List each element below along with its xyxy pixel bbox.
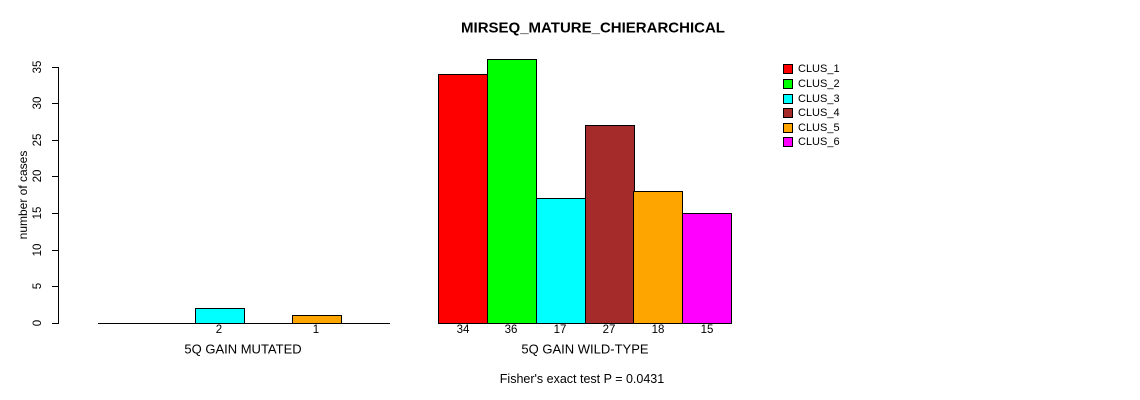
y-axis-line [58,67,59,324]
legend-swatch-clus_4 [783,108,793,118]
y-axis-tick [52,140,58,141]
bar-value-label: 17 [553,324,567,336]
y-axis-label: number of cases [16,150,30,240]
bar-clus_5 [633,191,683,324]
y-axis-tick [52,67,58,68]
y-axis-tick [52,103,58,104]
group-label: 5Q GAIN WILD-TYPE [521,341,649,356]
bar-clus_4 [585,125,635,324]
legend-label: CLUS_3 [798,93,840,105]
bar-value-label: 27 [602,324,616,336]
legend-swatch-clus_3 [783,94,793,104]
bar-value-label: 2 [215,324,223,336]
legend-label: CLUS_4 [798,107,840,119]
legend-swatch-clus_2 [783,79,793,89]
legend-label: CLUS_1 [798,63,840,75]
bar-clus_3 [195,308,245,324]
y-axis-tick [52,286,58,287]
y-axis-tick-label: 30 [32,96,44,110]
legend-label: CLUS_2 [798,78,840,90]
legend-label: CLUS_5 [798,122,840,134]
bar-clus_5 [292,315,342,324]
y-axis-tick [52,176,58,177]
legend-label: CLUS_6 [798,136,840,148]
fisher-test-note: Fisher's exact test P = 0.0431 [499,372,665,386]
bar-value-label: 1 [312,324,320,336]
y-axis-tick [52,323,58,324]
legend-swatch-clus_5 [783,123,793,133]
y-axis-tick [52,213,58,214]
bar-value-label: 18 [651,324,665,336]
chart-title: MIRSEQ_MATURE_CHIERARCHICAL [461,19,725,37]
y-axis-tick-label: 20 [32,169,44,183]
y-axis-tick-label: 5 [32,282,44,290]
bar-clus_3 [536,198,586,324]
bar-clus_1 [438,74,488,324]
bar-clus_2 [487,59,537,324]
bar-clus_6 [682,213,732,324]
legend-swatch-clus_6 [783,137,793,147]
group-label: 5Q GAIN MUTATED [184,341,302,356]
y-axis-tick-label: 15 [32,206,44,220]
bar-value-label: 15 [700,324,714,336]
legend-swatch-clus_1 [783,64,793,74]
y-axis-tick [52,250,58,251]
y-axis-tick-label: 35 [32,60,44,74]
bar-value-label: 36 [504,324,518,336]
y-axis-tick-label: 10 [32,243,44,257]
bar-value-label: 34 [456,324,470,336]
y-axis-tick-label: 0 [32,319,44,327]
y-axis-tick-label: 25 [32,133,44,147]
